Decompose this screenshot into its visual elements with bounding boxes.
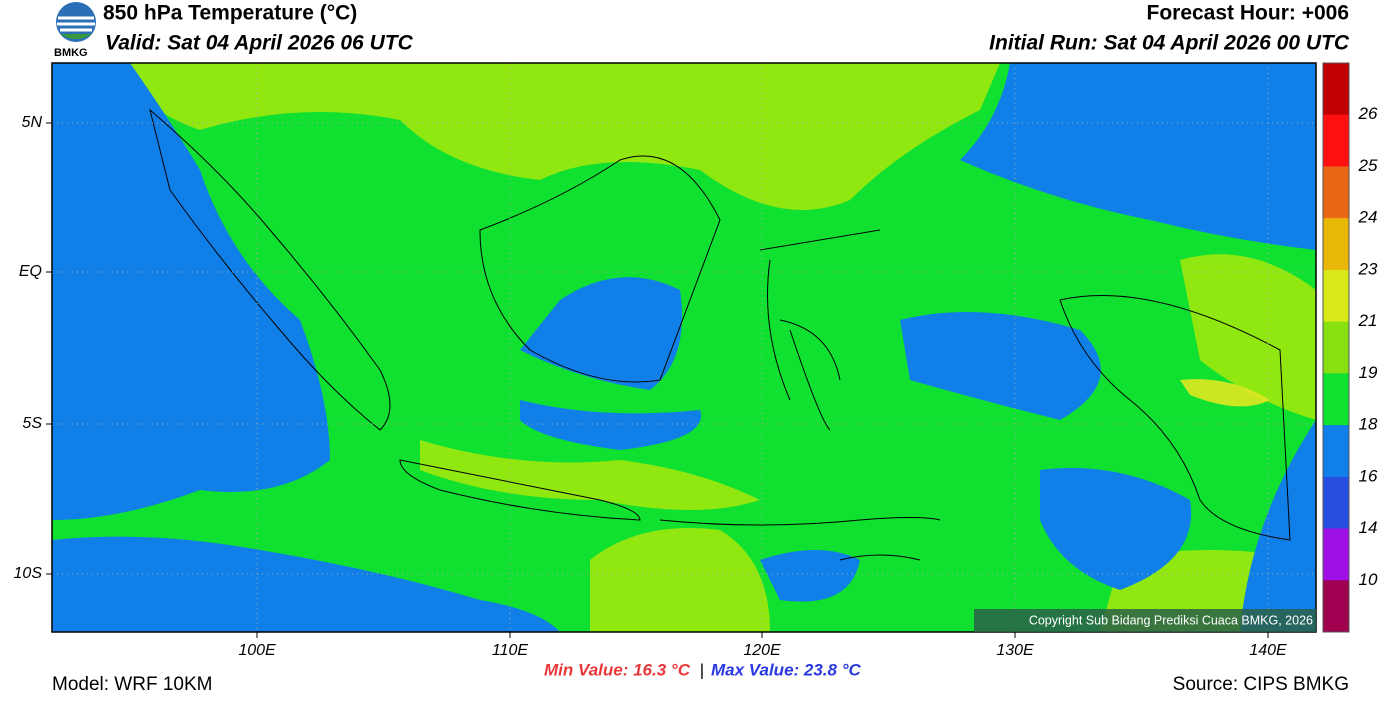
colorbar-label: 23 [1358, 259, 1378, 278]
valid-time: Valid: Sat 04 April 2026 06 UTC [105, 32, 414, 55]
colorbar-label: 18 [1359, 415, 1378, 434]
colorbar-label: 16 [1359, 466, 1378, 485]
colorbar-segment [1323, 425, 1349, 478]
title: 850 hPa Temperature (°C) [103, 2, 357, 25]
min-value: Min Value: 16.3 °C [544, 660, 691, 679]
colorbar-segment [1323, 63, 1349, 116]
colorbar-segment [1323, 476, 1349, 530]
logo-text: BMKG [54, 47, 88, 59]
lat-label: EQ [19, 263, 42, 280]
lat-label: 5S [22, 415, 42, 432]
copyright: Copyright Sub Bidang Prediksi Cuaca BMKG… [1029, 613, 1313, 627]
colorbar-segment [1323, 114, 1349, 167]
colorbar: 26 25 24 23 21 19 18 16 14 10 [1322, 62, 1378, 633]
source: Source: CIPS BMKG [1173, 674, 1349, 695]
colorbar-label: 25 [1358, 156, 1378, 175]
colorbar-label: 21 [1358, 311, 1378, 330]
colorbar-label: 26 [1358, 104, 1378, 123]
colorbar-label: 10 [1359, 570, 1378, 589]
model: Model: WRF 10KM [52, 674, 212, 695]
lon-label: 100E [238, 642, 276, 659]
temperature-field [52, 63, 1316, 632]
colorbar-segment [1323, 321, 1349, 374]
copyright-box [974, 609, 1316, 632]
colorbar-label: 19 [1359, 363, 1378, 382]
logo [56, 2, 96, 42]
colorbar-segment [1323, 166, 1349, 219]
colorbar-segment [1323, 269, 1349, 323]
max-value: Max Value: 23.8 °C [711, 660, 862, 679]
separator: | [700, 660, 704, 679]
lat-label: 5N [22, 114, 43, 131]
lon-label: 130E [996, 642, 1034, 659]
lon-label: 120E [743, 642, 781, 659]
colorbar-segment [1323, 218, 1349, 271]
colorbar-segment [1323, 580, 1349, 633]
lon-label: 140E [1249, 642, 1287, 659]
colorbar-segment [1323, 373, 1349, 426]
colorbar-segment [1323, 528, 1349, 581]
lon-label: 110E [492, 642, 529, 659]
colorbar-label: 24 [1358, 208, 1378, 227]
map-frame [51, 62, 1317, 633]
initial-run: Initial Run: Sat 04 April 2026 00 UTC [989, 32, 1350, 55]
forecast-hour: Forecast Hour: +006 [1147, 2, 1350, 25]
colorbar-frame [1322, 62, 1350, 633]
colorbar-label: 14 [1359, 518, 1378, 537]
lat-label: 10S [14, 565, 43, 582]
